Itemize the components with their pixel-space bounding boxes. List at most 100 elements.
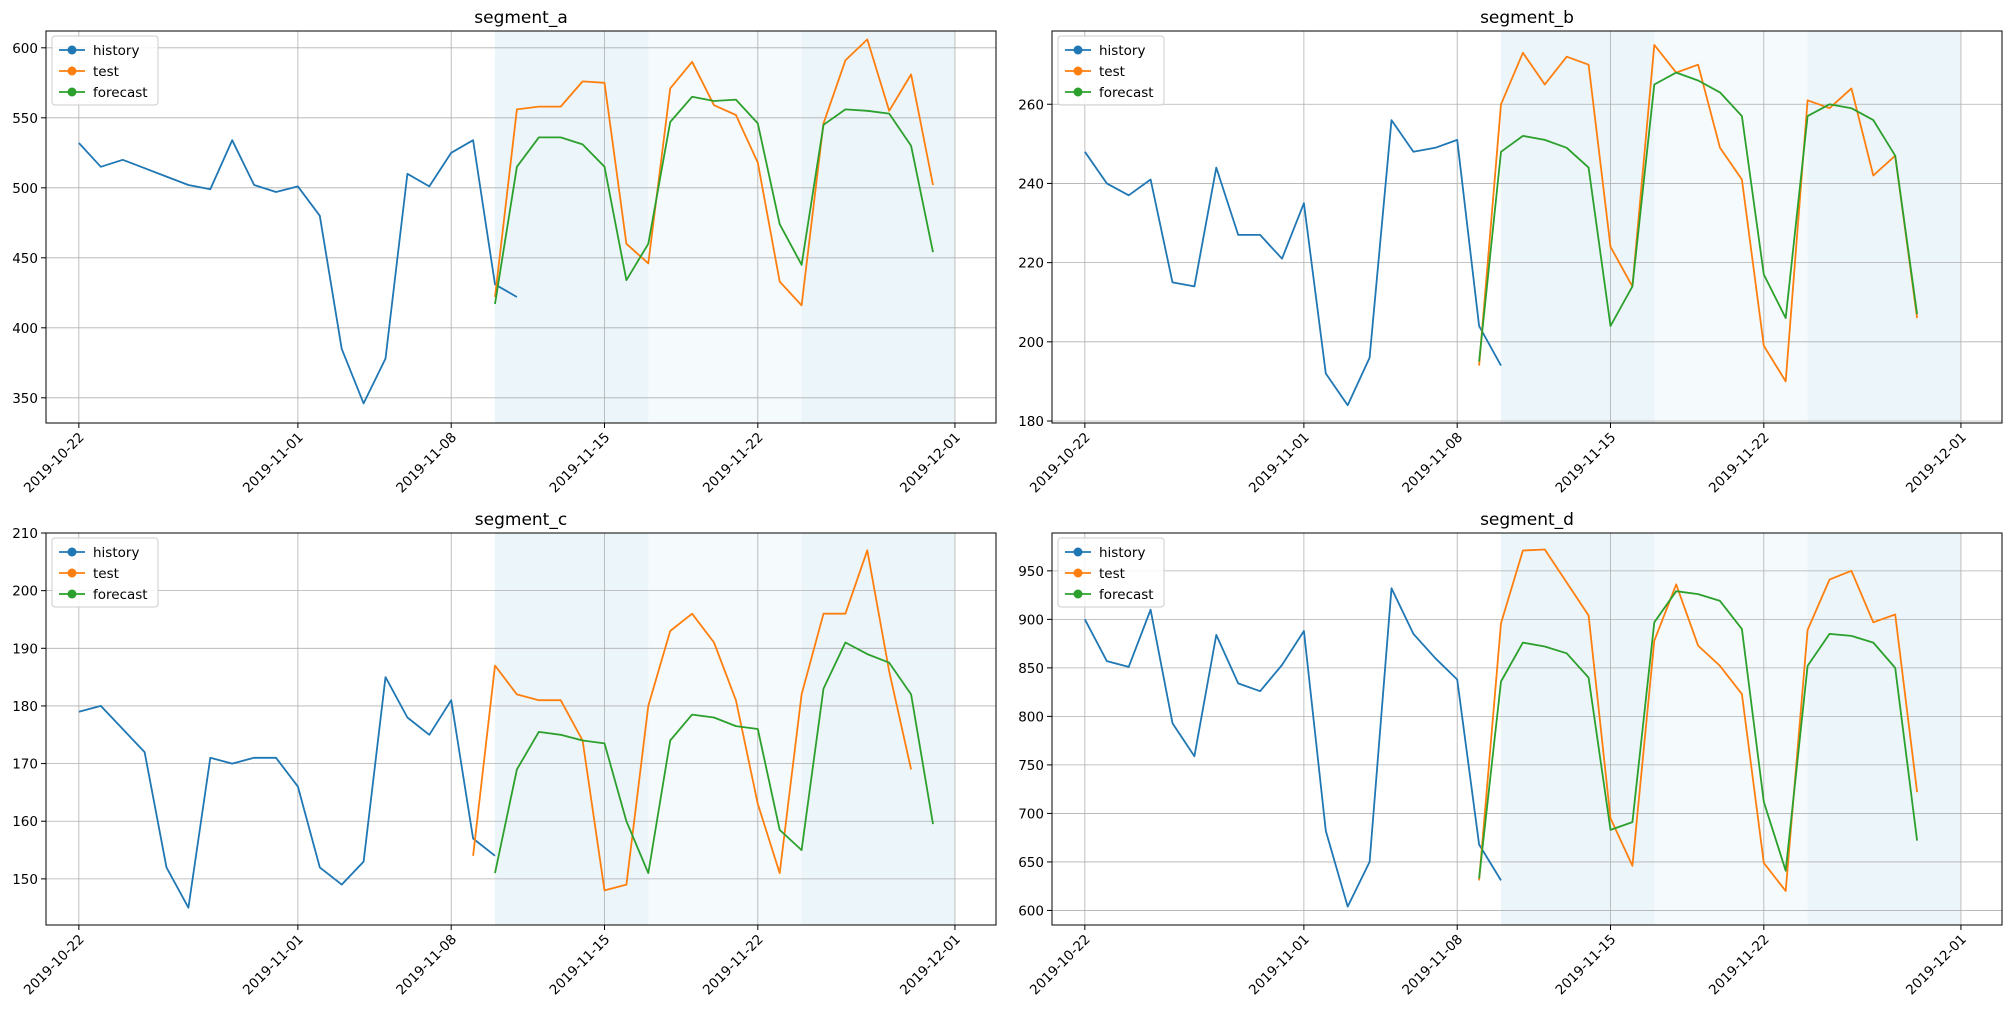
legend-marker-test (67, 66, 77, 76)
legend-marker-history (1073, 45, 1083, 55)
legend-label-history: history (1099, 43, 1145, 59)
series-line-history (1084, 587, 1502, 908)
fold-shade-2 (648, 533, 802, 925)
y-tick-label: 850 (1018, 661, 1044, 677)
y-tick-label: 700 (1018, 806, 1044, 822)
chart-title: segment_c (475, 510, 567, 530)
series-line-history (78, 139, 518, 405)
legend-marker-history (67, 547, 77, 557)
legend-label-history: history (93, 43, 139, 59)
legend-label-test: test (93, 566, 119, 582)
legend-box (51, 537, 159, 608)
fold-shade-3 (1807, 31, 1961, 423)
series-line-test (1478, 548, 1918, 892)
legend: history test forecast (1057, 537, 1165, 608)
legend-box (1057, 35, 1165, 106)
x-tick-label: 2019-11-22 (700, 430, 767, 497)
y-tick-label: 260 (1018, 97, 1044, 113)
y-tick-label: 600 (1018, 903, 1044, 919)
panel-segment-d: 2019-10-22 2019-11-01 2019-11-08 2019-11-15… (1018, 510, 2003, 999)
x-tick-label: 2019-10-22 (21, 430, 88, 497)
legend-marker-test (1073, 568, 1083, 578)
series-line-history (1084, 119, 1502, 407)
y-tick-label: 160 (12, 814, 38, 830)
x-tick-label: 2019-11-15 (547, 430, 614, 497)
legend-label-test: test (1099, 64, 1125, 80)
axes-frame (1051, 30, 2003, 424)
fold-shade-3 (1807, 533, 1961, 925)
panel-segment-c: 2019-10-22 2019-11-01 2019-11-08 2019-11-15… (12, 510, 997, 999)
legend: history test forecast (51, 537, 159, 608)
x-tick-label: 2019-11-01 (1246, 430, 1313, 497)
fold-shade-1 (494, 533, 649, 925)
y-tick-label: 500 (12, 181, 38, 197)
y-tick-label: 650 (1018, 855, 1044, 871)
y-tick-label: 170 (12, 757, 38, 773)
x-tick-label: 2019-11-22 (700, 932, 767, 999)
x-tick-label: 2019-11-08 (393, 430, 460, 497)
legend-box (1057, 537, 1165, 608)
legend-label-forecast: forecast (93, 85, 148, 101)
x-tick-label: 2019-11-22 (1706, 430, 1773, 497)
legend-label-test: test (1099, 566, 1125, 582)
fold-shade-1 (1500, 31, 1655, 423)
x-tick-label: 2019-12-01 (897, 932, 964, 999)
axes-frame (45, 532, 997, 926)
y-tick-label: 950 (1018, 564, 1044, 580)
fold-shade-1 (494, 31, 649, 423)
x-tick-label: 2019-10-22 (1027, 932, 1094, 999)
legend-label-history: history (93, 545, 139, 561)
x-tick-label: 2019-11-08 (1399, 932, 1466, 999)
y-tick-label: 600 (12, 41, 38, 57)
y-tick-label: 350 (12, 391, 38, 407)
legend-marker-forecast (1073, 87, 1083, 97)
y-tick-label: 400 (12, 321, 38, 337)
y-tick-label: 210 (12, 526, 38, 542)
chart-title: segment_d (1480, 510, 1574, 530)
panel-segment-a: 2019-10-22 2019-11-01 2019-11-08 2019-11-15… (12, 8, 997, 497)
y-tick-label: 900 (1018, 612, 1044, 628)
y-tick-label: 550 (12, 111, 38, 127)
fold-shade-2 (1654, 31, 1808, 423)
x-tick-label: 2019-12-01 (1903, 932, 1970, 999)
x-tick-label: 2019-12-01 (1903, 430, 1970, 497)
axes-frame (1051, 532, 2003, 926)
chart-title: segment_b (1480, 8, 1574, 28)
axes-frame (45, 30, 997, 424)
y-tick-label: 200 (12, 584, 38, 600)
legend-marker-history (67, 45, 77, 55)
fold-shade-2 (648, 31, 802, 423)
legend-marker-forecast (67, 87, 77, 97)
chart-title: segment_a (474, 8, 567, 28)
x-tick-label: 2019-11-15 (1553, 932, 1620, 999)
x-tick-label: 2019-12-01 (897, 430, 964, 497)
legend-marker-forecast (67, 589, 77, 599)
x-tick-label: 2019-11-01 (240, 430, 307, 497)
legend-label-history: history (1099, 545, 1145, 561)
x-tick-label: 2019-11-01 (240, 932, 307, 999)
y-tick-label: 220 (1018, 256, 1044, 272)
x-tick-label: 2019-11-08 (1399, 430, 1466, 497)
x-tick-label: 2019-11-15 (547, 932, 614, 999)
legend-box (51, 35, 159, 106)
fold-shade-3 (801, 533, 955, 925)
legend-marker-test (1073, 66, 1083, 76)
y-tick-label: 800 (1018, 709, 1044, 725)
x-tick-label: 2019-11-08 (393, 932, 460, 999)
legend: history test forecast (51, 35, 159, 106)
y-tick-label: 180 (12, 699, 38, 715)
y-tick-label: 180 (1018, 414, 1044, 430)
series-line-test (1478, 44, 1918, 383)
series-line-forecast (494, 641, 934, 875)
x-tick-label: 2019-10-22 (21, 932, 88, 999)
y-tick-label: 450 (12, 251, 38, 267)
legend-label-forecast: forecast (93, 587, 148, 603)
legend-label-test: test (93, 64, 119, 80)
legend-label-forecast: forecast (1099, 85, 1154, 101)
series-line-history (78, 676, 496, 909)
y-tick-label: 200 (1018, 335, 1044, 351)
legend-marker-forecast (1073, 589, 1083, 599)
y-tick-label: 150 (12, 872, 38, 888)
legend-marker-test (67, 568, 77, 578)
